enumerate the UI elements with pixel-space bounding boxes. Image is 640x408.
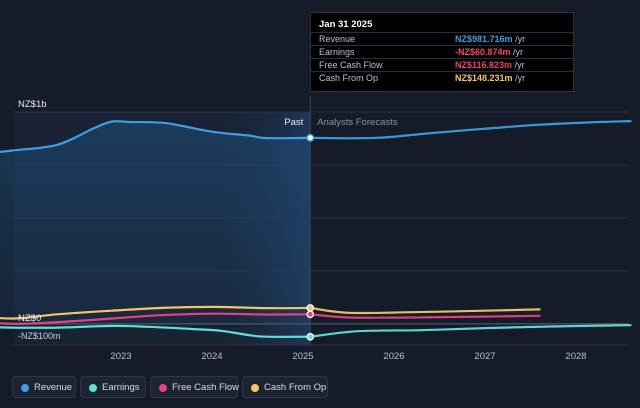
tooltip-row-cash-from-op: Cash From Op NZ$148.231m /yr	[311, 71, 573, 85]
chart-legend: Revenue Earnings Free Cash Flow Cash Fro…	[0, 372, 640, 402]
tooltip-label: Revenue	[319, 34, 356, 44]
revenue-line-forecast	[309, 120, 632, 140]
x-tick-label: 2026	[383, 351, 404, 362]
y-label-top: NZ$1b	[18, 99, 47, 110]
legend-item-revenue[interactable]: Revenue	[12, 376, 76, 398]
forecast-label: Analysts Forecasts	[317, 117, 397, 128]
tooltip-row-revenue: Revenue NZ$981.716m /yr	[311, 32, 573, 46]
x-tick-label: 2025	[292, 351, 313, 362]
tooltip-value: NZ$981.716m /yr	[455, 34, 526, 44]
cash-from-op-line-past	[0, 305, 312, 320]
tooltip-date: Jan 31 2025	[319, 19, 373, 30]
legend-item-cash-from-op[interactable]: Cash From Op	[242, 376, 328, 398]
tooltip-value: NZ$116.823m /yr	[455, 60, 525, 70]
tooltip-row-free-cash-flow: Free Cash Flow NZ$116.823m /yr	[311, 58, 573, 72]
tooltip-value: -NZ$60.874m /yr	[455, 47, 524, 57]
legend-item-free-cash-flow[interactable]: Free Cash Flow	[150, 376, 240, 398]
earnings-marker	[306, 332, 315, 341]
y-label-zero: NZ$0	[18, 313, 41, 324]
financial-chart: NZ$1b NZ$0 -NZ$100m Past Analysts Forecasts 2…	[0, 96, 632, 362]
cash-from-op-marker	[306, 304, 315, 312]
free-cash-flow-line-forecast	[309, 313, 541, 319]
x-tick-label: 2023	[110, 351, 131, 362]
free-cash-flow-line-past	[0, 312, 312, 325]
legend-label: Revenue	[34, 382, 73, 393]
x-tick-label: 2024	[201, 351, 222, 362]
tooltip-label: Cash From Op	[319, 73, 379, 83]
legend-item-earnings[interactable]: Earnings	[80, 376, 146, 398]
x-tick-label: 2028	[565, 351, 586, 362]
tooltip-row-earnings: Earnings -NZ$60.874m /yr	[311, 45, 573, 59]
tooltip-value: NZ$148.231m /yr	[455, 73, 526, 83]
legend-label: Earnings	[102, 382, 140, 393]
x-tick-label: 2027	[474, 351, 495, 362]
legend-dot-icon	[251, 384, 259, 392]
legend-dot-icon	[21, 384, 29, 392]
legend-dot-icon	[159, 384, 167, 392]
legend-dot-icon	[89, 384, 97, 392]
earnings-line-forecast	[309, 324, 632, 338]
revenue-area	[0, 121, 311, 324]
tooltip-label: Free Cash Flow	[319, 60, 383, 70]
past-label: Past	[284, 117, 303, 128]
y-label-bottom: -NZ$100m	[18, 331, 61, 341]
legend-label: Free Cash Flow	[172, 382, 240, 393]
tooltip-label: Earnings	[319, 47, 355, 57]
chart-svg: NZ$1b NZ$0 -NZ$100m Past Analysts Forecasts 2…	[0, 96, 632, 362]
revenue-marker	[306, 133, 315, 142]
earnings-line-past	[0, 324, 312, 338]
free-cash-flow-marker	[306, 310, 315, 319]
data-tooltip: Jan 31 2025 Revenue NZ$981.716m /yr Earn…	[310, 12, 574, 92]
cash-from-op-line-forecast	[309, 306, 541, 315]
legend-label: Cash From Op	[264, 382, 327, 393]
revenue-line-past	[0, 120, 312, 154]
